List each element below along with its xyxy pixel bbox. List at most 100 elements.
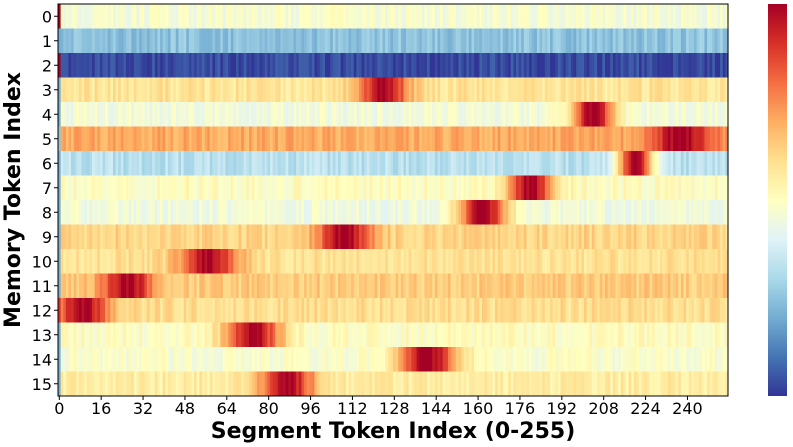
heatmap-cell <box>652 4 656 29</box>
heatmap-cell <box>678 347 682 372</box>
heatmap-cell <box>264 273 268 299</box>
heatmap-cell <box>212 102 216 127</box>
heatmap-cell <box>497 347 501 372</box>
heatmap-cell <box>238 175 242 201</box>
heatmap-cell <box>500 298 504 323</box>
heatmap-cell <box>374 77 378 103</box>
heatmap-cell <box>623 224 627 250</box>
heatmap-cell <box>440 347 444 372</box>
heatmap-cell <box>555 224 559 250</box>
heatmap-cell <box>427 347 431 372</box>
heatmap-cell <box>557 126 562 152</box>
heatmap-cell <box>167 175 172 201</box>
heatmap-cell <box>220 273 224 299</box>
heatmap-cell <box>167 249 172 274</box>
heatmap-cell <box>662 175 666 201</box>
heatmap-cell <box>340 347 344 372</box>
heatmap-cell <box>133 77 138 103</box>
heatmap-cell <box>123 371 127 397</box>
heatmap-cell <box>602 273 606 299</box>
heatmap-cell <box>233 347 237 372</box>
heatmap-cell <box>144 249 148 274</box>
y-tick-label: 12 <box>32 301 52 320</box>
heatmap-cell <box>500 4 504 29</box>
heatmap-cell <box>654 371 658 397</box>
heatmap-cell <box>306 347 310 372</box>
heatmap-cell <box>406 126 410 152</box>
heatmap-cell <box>73 151 77 176</box>
heatmap-cell <box>136 347 140 372</box>
heatmap-cell <box>264 175 268 201</box>
heatmap-cell <box>421 273 426 299</box>
plot-frame <box>57 3 729 397</box>
heatmap-cell <box>65 53 70 78</box>
heatmap-cell <box>115 273 119 299</box>
heatmap-cell <box>413 28 418 54</box>
heatmap-cell <box>272 298 276 323</box>
heatmap-cell <box>557 273 562 299</box>
heatmap-cell <box>372 322 376 348</box>
heatmap-cell <box>717 53 721 78</box>
heatmap-cell <box>670 4 674 29</box>
heatmap-cell <box>476 200 480 225</box>
heatmap-cell <box>144 298 148 323</box>
heatmap-cell <box>565 4 569 29</box>
heatmap-cell <box>623 322 627 348</box>
heatmap-cell <box>293 77 297 103</box>
heatmap-cell <box>636 28 640 54</box>
heatmap-cell <box>207 4 211 29</box>
heatmap-cell <box>71 200 75 225</box>
heatmap-cell <box>550 224 554 250</box>
heatmap-cell <box>178 224 182 250</box>
heatmap-cell <box>233 28 237 54</box>
heatmap-cell <box>508 151 512 176</box>
heatmap-cell <box>673 224 677 250</box>
heatmap-cell <box>298 102 302 127</box>
heatmap-cell <box>720 53 724 78</box>
heatmap-cell <box>65 77 70 103</box>
heatmap-cell <box>280 4 284 29</box>
heatmap-cell <box>576 273 580 299</box>
heatmap-cell <box>615 371 619 397</box>
heatmap-cell <box>453 77 457 103</box>
heatmap-cell <box>97 347 101 372</box>
heatmap-cell <box>479 53 483 78</box>
heatmap-cell <box>502 200 507 225</box>
heatmap-cell <box>259 175 263 201</box>
heatmap-cell <box>421 151 426 176</box>
heatmap-cell <box>275 175 279 201</box>
heatmap-cell <box>165 151 169 176</box>
heatmap-cell <box>275 4 279 29</box>
heatmap-cell <box>374 371 378 397</box>
heatmap-cell <box>173 77 177 103</box>
heatmap-cell <box>662 347 666 372</box>
heatmap-cell <box>107 200 111 225</box>
heatmap-cell <box>275 322 279 348</box>
heatmap-cell <box>123 224 127 250</box>
heatmap-cell <box>110 77 114 103</box>
heatmap-cell <box>136 77 140 103</box>
heatmap-cell <box>262 4 266 29</box>
heatmap-cell <box>510 151 514 176</box>
heatmap-cell <box>673 322 677 348</box>
heatmap-cell <box>162 77 166 103</box>
heatmap-cell <box>576 175 580 201</box>
heatmap-cell <box>191 322 195 348</box>
heatmap-cell <box>220 175 224 201</box>
heatmap-cell <box>521 102 525 127</box>
heatmap-cell <box>369 28 373 54</box>
heatmap-cell <box>207 249 211 274</box>
heatmap-cell <box>188 347 193 372</box>
heatmap-cell <box>484 347 488 372</box>
heatmap-cell <box>641 4 645 29</box>
heatmap-cell <box>178 347 182 372</box>
heatmap-cell <box>489 371 494 397</box>
heatmap-cell <box>560 371 564 397</box>
heatmap-cell <box>618 298 622 323</box>
heatmap-cell <box>633 28 637 54</box>
heatmap-cell <box>584 371 588 397</box>
heatmap-cell <box>468 298 473 323</box>
heatmap-cell <box>599 347 603 372</box>
heatmap-cell <box>699 151 703 176</box>
heatmap-cell <box>505 126 509 152</box>
